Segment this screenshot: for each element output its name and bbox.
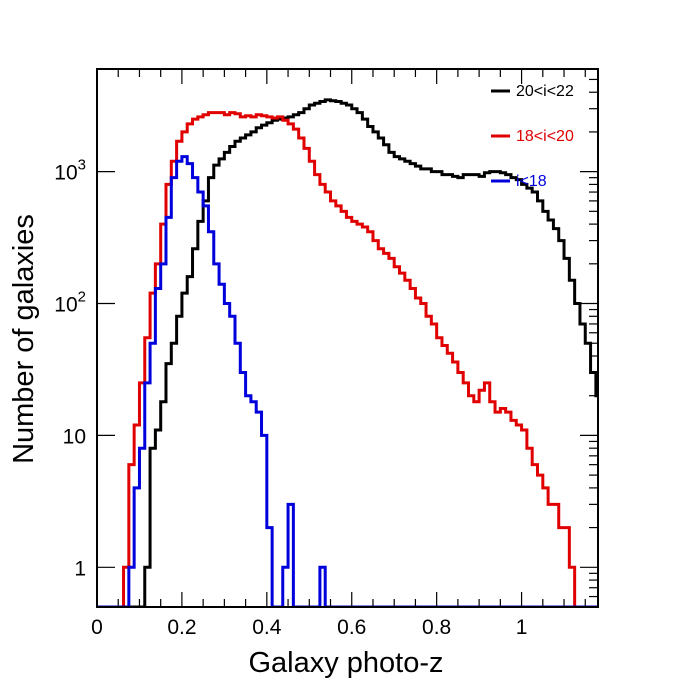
x-axis-title: Galaxy photo-z — [248, 647, 443, 679]
legend-label: 20<i<22 — [516, 83, 574, 100]
y-tick-label: 1 — [74, 557, 86, 580]
x-tick-label: 0 — [91, 616, 103, 639]
y-tick-label: 102 — [54, 289, 86, 317]
series-1-histogram — [97, 111, 598, 607]
series-2-histogram — [97, 155, 598, 607]
legend-label: 18<i<20 — [516, 128, 574, 145]
y-tick-label: 103 — [54, 157, 86, 185]
plot-frame — [96, 68, 599, 608]
x-tick-label: 1 — [516, 616, 528, 639]
series-layer — [97, 98, 598, 607]
legend: 20<i<22 18<i<20 i<18 — [491, 83, 574, 190]
legend-label: i<18 — [516, 173, 547, 190]
label-layer: 0 0.2 0.4 0.6 0.8 1 1 10 102 103 — [54, 157, 527, 639]
tick-layer — [96, 68, 598, 608]
y-axis-title: Number of galaxies — [8, 214, 40, 464]
x-tick-label: 0.4 — [252, 616, 282, 639]
x-tick-label: 0.2 — [167, 616, 196, 639]
x-tick-label: 0.6 — [337, 616, 366, 639]
y-tick-label: 10 — [63, 425, 86, 448]
x-tick-label: 0.8 — [422, 616, 451, 639]
